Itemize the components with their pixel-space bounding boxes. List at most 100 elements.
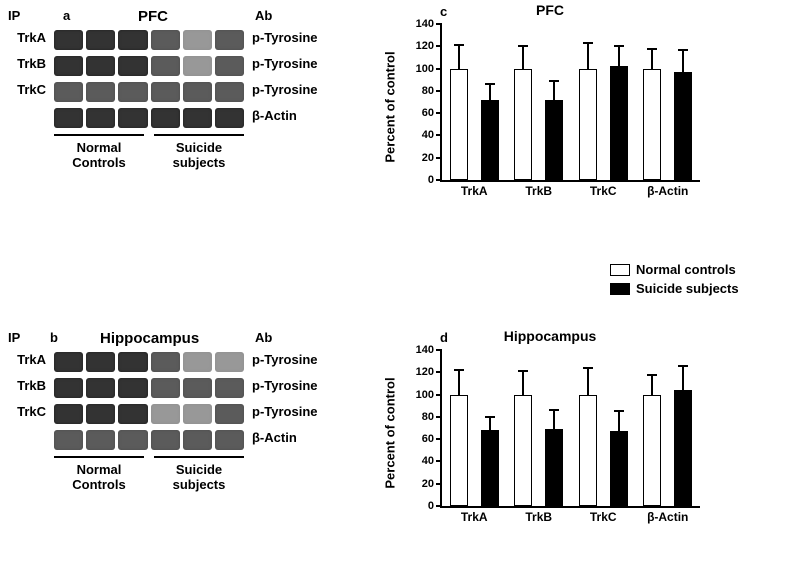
blot-lanes <box>54 352 244 372</box>
band <box>118 82 147 102</box>
group-label-l1: Normal <box>77 462 122 477</box>
row-ab-label: p-Tyrosine <box>252 56 318 71</box>
error-cap <box>549 80 559 82</box>
ytick <box>436 157 442 159</box>
group-underline-suicide <box>154 134 244 136</box>
group-label-suicide: Suicide subjects <box>154 140 244 170</box>
band <box>183 430 212 450</box>
band <box>183 30 212 50</box>
blot-lanes <box>54 404 244 424</box>
error-cap <box>549 409 559 411</box>
bar-white <box>643 395 661 506</box>
x-label: TrkC <box>590 184 617 198</box>
band <box>54 56 83 76</box>
error-bar <box>489 417 491 430</box>
error-bar <box>553 81 555 100</box>
band <box>151 56 180 76</box>
x-label: TrkA <box>461 184 488 198</box>
row-ab-label: p-Tyrosine <box>252 404 318 419</box>
band <box>86 56 115 76</box>
yticklabel: 0 <box>408 500 434 512</box>
band <box>151 108 180 128</box>
panel-b-label: b <box>50 330 58 345</box>
bar-white <box>579 395 597 506</box>
panel-a-ab-header: Ab <box>255 8 272 23</box>
row-ip-label: TrkC <box>6 404 46 419</box>
panel-b-title: Hippocampus <box>100 330 199 347</box>
legend-swatch-white <box>610 264 630 276</box>
error-cap <box>583 367 593 369</box>
band <box>215 378 244 398</box>
band <box>54 378 83 398</box>
error-cap <box>678 365 688 367</box>
row-ip-label: TrkB <box>6 378 46 393</box>
blot-lanes <box>54 108 244 128</box>
group-label-l1: Suicide <box>176 140 222 155</box>
error-cap <box>518 370 528 372</box>
error-bar <box>458 45 460 68</box>
bar-black <box>481 100 499 180</box>
band <box>118 404 147 424</box>
group-label-l2: subjects <box>173 155 226 170</box>
error-cap <box>454 369 464 371</box>
group-label-l1: Normal <box>77 140 122 155</box>
band <box>118 378 147 398</box>
row-ab-label: β-Actin <box>252 108 297 123</box>
yticklabel: 40 <box>408 129 434 141</box>
yticklabel: 140 <box>408 344 434 356</box>
ytick <box>436 179 442 181</box>
x-label: TrkB <box>525 510 552 524</box>
band <box>183 352 212 372</box>
ytick <box>436 349 442 351</box>
error-cap <box>647 374 657 376</box>
error-bar <box>682 366 684 391</box>
error-bar <box>587 368 589 395</box>
group-underline-normal <box>54 456 144 458</box>
error-cap <box>614 45 624 47</box>
legend: Normal controls Suicide subjects <box>610 262 739 300</box>
band <box>118 108 147 128</box>
error-bar <box>522 371 524 394</box>
bar-black <box>610 66 628 180</box>
row-ab-label: p-Tyrosine <box>252 30 318 45</box>
ytick <box>436 68 442 70</box>
x-label: β-Actin <box>647 510 688 524</box>
yticklabel: 80 <box>408 85 434 97</box>
row-ip-label: TrkA <box>6 30 46 45</box>
row-ip-label: TrkB <box>6 56 46 71</box>
ytick <box>436 438 442 440</box>
band <box>86 404 115 424</box>
ytick <box>436 505 442 507</box>
legend-text: Normal controls <box>636 262 736 277</box>
yticklabel: 0 <box>408 174 434 186</box>
band <box>86 30 115 50</box>
band <box>54 108 83 128</box>
bar-black <box>674 72 692 180</box>
panel-a-ip-header: IP <box>8 8 20 23</box>
chart-d-ylabel: Percent of control <box>383 377 398 488</box>
panel-b: IP b Hippocampus Ab TrkA p-Tyrosine TrkB… <box>8 330 348 530</box>
group-label-l1: Suicide <box>176 462 222 477</box>
group-label-l2: Controls <box>72 155 125 170</box>
group-label-l2: Controls <box>72 477 125 492</box>
x-label: TrkB <box>525 184 552 198</box>
group-label-normal: Normal Controls <box>54 462 144 492</box>
band <box>183 108 212 128</box>
group-label-suicide: Suicide subjects <box>154 462 244 492</box>
error-bar <box>651 375 653 395</box>
band <box>151 352 180 372</box>
ytick <box>436 112 442 114</box>
legend-item: Normal controls <box>610 262 739 277</box>
error-cap <box>678 49 688 51</box>
legend-swatch-black <box>610 283 630 295</box>
bar-white <box>450 69 468 180</box>
band <box>118 430 147 450</box>
ytick <box>436 90 442 92</box>
group-label-l2: subjects <box>173 477 226 492</box>
chart-c-label: c <box>440 4 447 19</box>
bar-white <box>579 69 597 180</box>
ytick <box>436 134 442 136</box>
blot-lanes <box>54 56 244 76</box>
bar-white <box>450 395 468 506</box>
blot-lanes <box>54 30 244 50</box>
